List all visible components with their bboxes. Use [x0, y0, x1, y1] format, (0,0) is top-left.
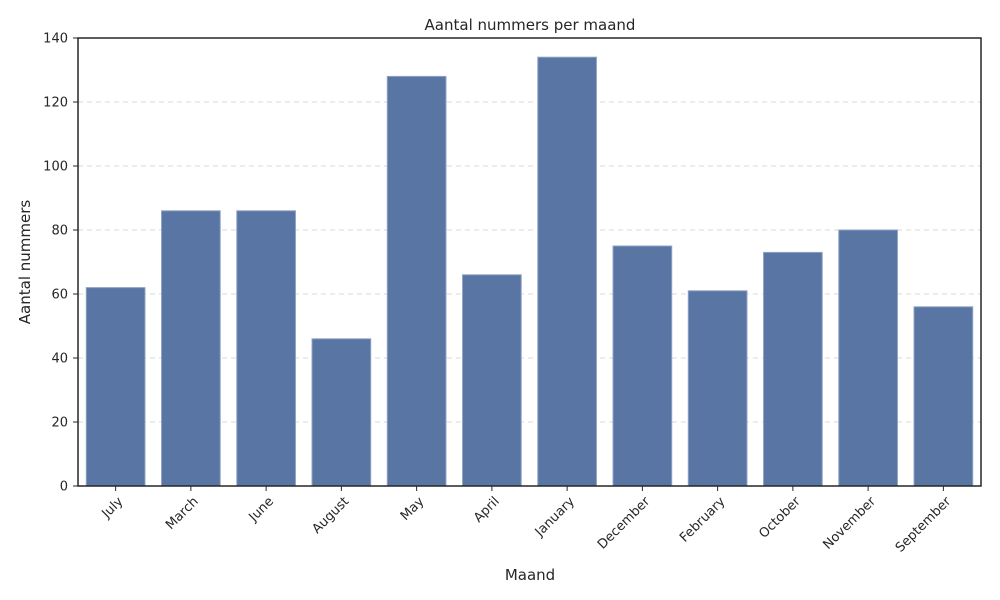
bar-april — [462, 274, 522, 487]
x-axis: July March June August May April January Decemb… — [99, 486, 955, 556]
y-tick-label: 20 — [51, 416, 68, 431]
bar-january — [537, 56, 597, 487]
x-axis-label: Maand — [505, 566, 555, 584]
y-tick-label: 140 — [43, 32, 68, 47]
x-tick-label: June — [246, 494, 277, 525]
plot-frame — [77, 37, 982, 487]
x-tick-label: January — [532, 494, 578, 540]
y-tick-label: 40 — [51, 352, 68, 367]
y-tick-label: 120 — [43, 96, 68, 111]
y-tick-label: 100 — [43, 160, 68, 175]
x-tick-label: May — [398, 494, 428, 524]
x-tick-label: October — [756, 494, 804, 542]
bar-december — [612, 245, 673, 487]
bar-october — [763, 251, 823, 487]
bars — [85, 56, 974, 487]
y-tick-label: 80 — [51, 224, 68, 239]
bar-september — [913, 306, 974, 487]
y-tick-label: 60 — [51, 288, 68, 303]
x-tick-label: July — [99, 494, 127, 522]
y-axis: 0 20 40 60 80 100 120 140 — [43, 32, 78, 495]
bar-may — [386, 75, 447, 487]
bar-march — [161, 210, 221, 487]
bar-november — [838, 229, 898, 487]
bar-august — [311, 338, 372, 487]
x-tick-label: December — [595, 494, 654, 553]
y-axis-label: Aantal nummers — [16, 200, 34, 325]
x-tick-label: August — [309, 494, 352, 537]
bar-june — [236, 210, 296, 487]
x-tick-label: March — [163, 494, 202, 533]
chart-title: Aantal nummers per maand — [425, 16, 636, 34]
x-tick-label: September — [893, 494, 955, 556]
x-tick-label: February — [677, 494, 729, 546]
x-tick-label: November — [821, 494, 880, 553]
y-tick-label: 0 — [60, 480, 68, 495]
bar-february — [687, 290, 748, 487]
x-tick-label: April — [471, 494, 503, 526]
bar-july — [85, 287, 146, 487]
